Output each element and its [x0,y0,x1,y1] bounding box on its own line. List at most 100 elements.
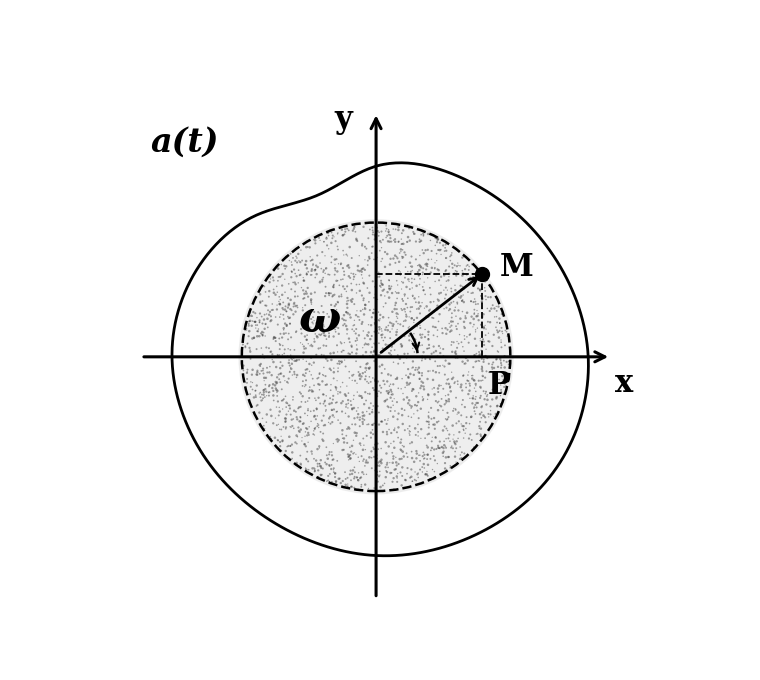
Point [413,250,426,261]
Point [332,388,344,399]
Point [492,327,504,338]
Point [451,418,463,429]
Point [495,398,507,409]
Point [381,426,393,437]
Point [416,466,429,477]
Point [258,385,270,396]
Point [290,326,302,337]
Point [340,479,352,490]
Point [340,286,353,297]
Point [256,413,268,424]
Point [299,288,311,299]
Point [448,337,460,347]
Point [339,224,351,235]
Point [356,269,368,280]
Point [344,348,356,359]
Point [404,335,416,345]
Point [254,308,266,319]
Point [319,406,331,417]
Point [383,424,395,435]
Point [254,360,266,371]
Point [389,300,401,311]
Point [458,251,470,262]
Point [454,449,467,460]
Point [258,392,271,403]
Point [328,438,340,449]
Point [452,433,464,444]
Point [340,307,353,318]
Point [398,348,410,359]
Point [490,354,502,364]
Point [359,300,372,311]
Point [403,311,415,322]
Point [320,263,332,274]
Point [440,253,452,264]
Point [300,464,312,475]
Point [374,245,386,256]
Point [368,292,380,303]
Point [348,222,360,233]
Point [429,432,442,443]
Point [381,448,393,459]
Point [264,273,277,284]
Point [288,423,300,434]
Point [273,292,285,303]
Point [387,320,399,331]
Point [392,408,404,419]
Point [363,339,375,350]
Point [366,276,378,287]
Point [310,414,322,425]
Point [432,301,444,311]
Point [308,411,320,422]
Point [420,260,432,271]
Point [287,309,299,320]
Point [389,258,401,269]
Point [375,458,388,469]
Point [255,328,267,339]
Point [299,371,311,381]
Point [401,448,413,459]
Point [503,356,515,367]
Point [364,334,376,345]
Point [318,362,330,373]
Point [258,373,271,384]
Point [431,458,443,469]
Point [330,236,342,247]
Point [343,454,355,465]
Point [492,345,504,356]
Point [501,326,513,337]
Point [315,455,327,466]
Point [265,370,277,381]
Point [432,383,444,394]
Point [469,399,481,410]
Point [384,317,396,328]
Point [284,318,296,329]
Point [347,465,359,476]
Point [388,393,401,404]
Point [406,336,418,347]
Point [430,345,442,356]
Point [418,248,430,258]
Point [324,393,336,404]
Point [425,445,437,456]
Point [496,371,508,381]
Point [275,271,287,282]
Point [473,349,486,360]
Point [241,338,253,349]
Point [317,320,329,330]
Point [402,411,414,422]
Point [493,318,505,328]
Point [307,259,319,270]
Point [442,452,454,462]
Point [445,367,458,377]
Point [345,399,357,410]
Point [264,277,276,288]
Point [287,447,299,458]
Point [331,296,344,307]
Point [416,354,429,364]
Point [302,428,315,439]
Point [474,333,486,344]
Point [247,307,259,318]
Point [415,380,427,391]
Point [244,346,256,357]
